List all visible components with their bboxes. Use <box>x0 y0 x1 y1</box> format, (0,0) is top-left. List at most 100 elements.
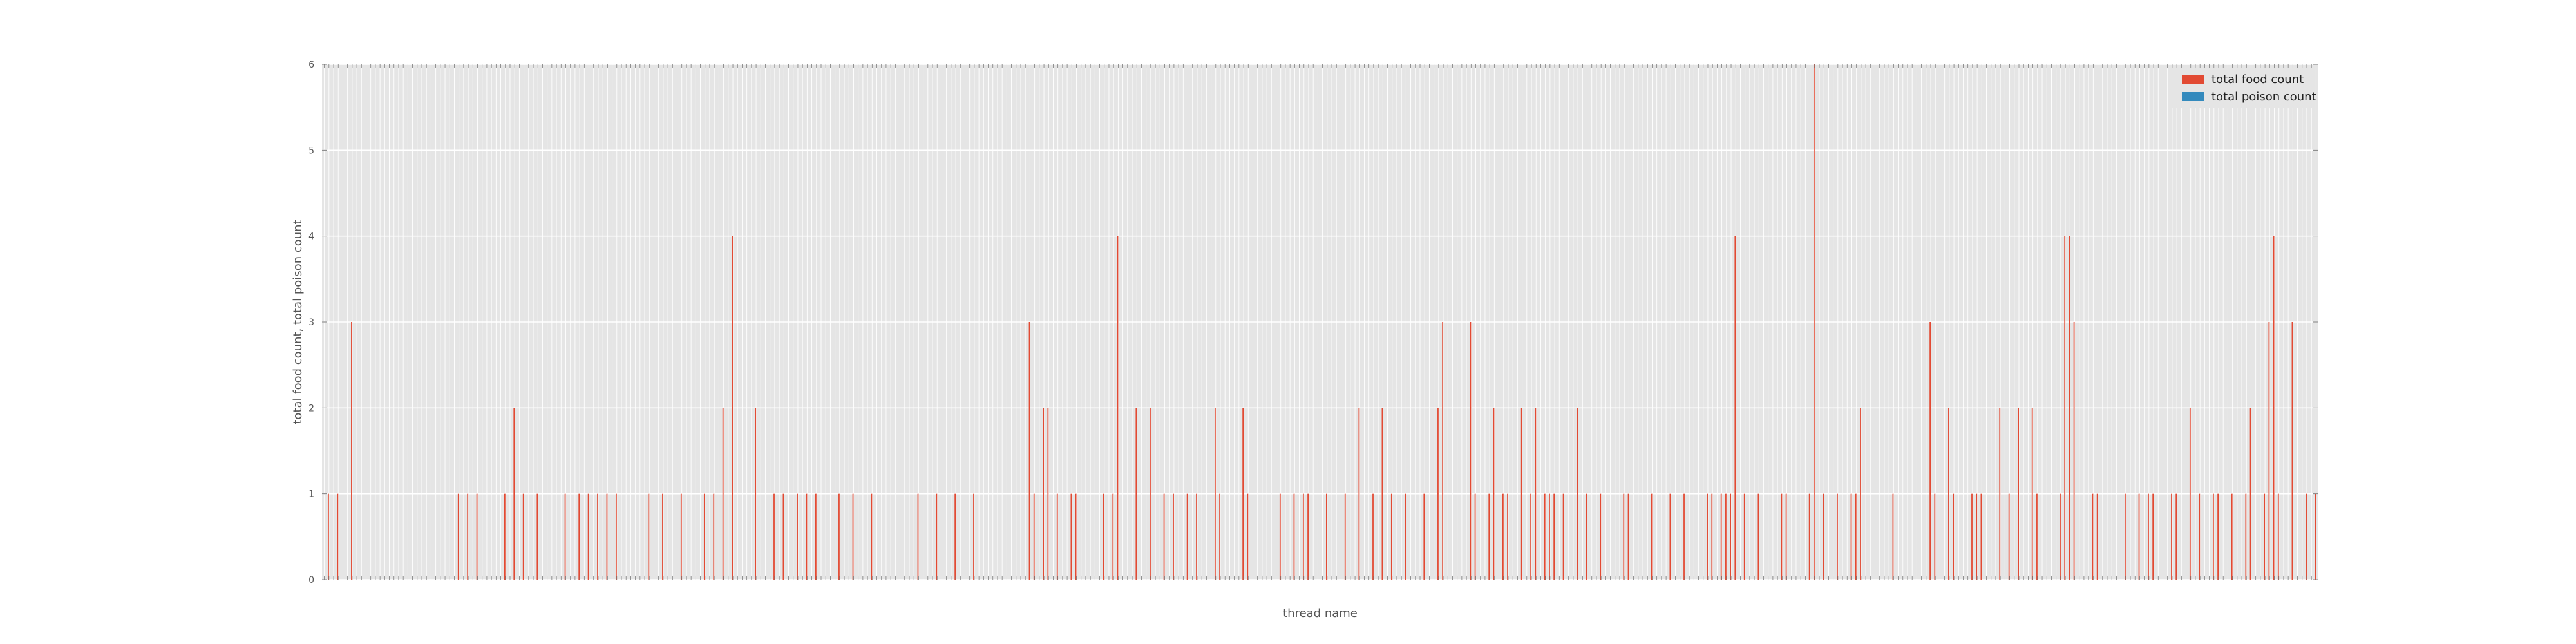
bar-food <box>1070 493 1072 580</box>
bar-food <box>351 322 352 580</box>
bar-food <box>2036 493 2038 580</box>
bar-food <box>1808 493 1810 580</box>
bar-food <box>1999 408 2001 580</box>
bar-food <box>2264 493 2266 580</box>
y-tick-label: 0 <box>308 575 314 585</box>
bar-food <box>1423 493 1425 580</box>
bar-food <box>680 493 682 580</box>
bar-food <box>2152 493 2154 580</box>
bar-food <box>806 493 808 580</box>
bar-food <box>2291 322 2293 580</box>
bar-food <box>2092 493 2094 580</box>
bar-food <box>564 493 566 580</box>
y-tick-label: 5 <box>308 146 314 156</box>
bar-food <box>1520 408 1522 580</box>
bar-food <box>1279 493 1281 580</box>
bar-food <box>1711 493 1713 580</box>
bar-food <box>1683 493 1685 580</box>
bar-food <box>871 493 873 580</box>
bar-food <box>1855 493 1857 580</box>
bar-food <box>1470 322 1472 580</box>
bar-food <box>2245 493 2247 580</box>
bar-food <box>2138 493 2140 580</box>
bar-food <box>2231 493 2233 580</box>
bar-food <box>1929 322 1931 580</box>
bar-food <box>1103 493 1104 580</box>
bar-food <box>1502 493 1504 580</box>
bar-food <box>1720 493 1722 580</box>
bar-food <box>578 493 580 580</box>
bar-food <box>1135 408 1137 580</box>
bar-food <box>1627 493 1629 580</box>
bar-food <box>1734 236 1736 580</box>
bar-food <box>2148 493 2149 580</box>
bar-food <box>2008 493 2010 580</box>
bar-food <box>1971 493 1973 580</box>
bar-food <box>467 493 469 580</box>
bar-food <box>2273 236 2275 580</box>
bar-food <box>1562 493 1564 580</box>
bar-food <box>1757 493 1759 580</box>
bar-food <box>1553 493 1555 580</box>
bar-food <box>1033 493 1035 580</box>
bar-food <box>1307 493 1309 580</box>
bar-food <box>1850 493 1852 580</box>
bar-food <box>1028 322 1030 580</box>
bar-food <box>703 493 705 580</box>
bar-food <box>1173 493 1174 580</box>
bar-food <box>755 408 757 580</box>
bar-food <box>1493 408 1495 580</box>
bar-food <box>1953 493 1955 580</box>
bar-food <box>1390 493 1392 580</box>
bar-food <box>1326 493 1327 580</box>
bar-food <box>587 493 589 580</box>
bar-food <box>936 493 938 580</box>
bar-food <box>2277 493 2279 580</box>
bar-food <box>504 493 506 580</box>
bar-food <box>1892 493 1894 580</box>
bar-food <box>1530 493 1532 580</box>
bar-food <box>713 493 715 580</box>
bar-food <box>815 493 817 580</box>
bar-food <box>1150 408 1151 580</box>
bar-food <box>1358 408 1360 580</box>
bar-food <box>1474 493 1476 580</box>
bar-food <box>2268 322 2270 580</box>
bar-food <box>1948 408 1949 580</box>
bar-food <box>2189 408 2191 580</box>
bar-food <box>522 493 524 580</box>
legend-swatch-poison <box>2182 92 2204 101</box>
bar-food <box>1056 493 1058 580</box>
bar-food <box>2212 493 2214 580</box>
bar-food <box>954 493 956 580</box>
bar-food <box>648 493 650 580</box>
bar-food <box>782 493 784 580</box>
bar-food <box>2073 322 2075 580</box>
y-tick-label: 2 <box>308 403 314 413</box>
bar-food <box>1823 493 1824 580</box>
bar-food <box>1196 493 1197 580</box>
bar-food <box>1043 408 1045 580</box>
legend: total food count total poison count <box>2170 68 2316 108</box>
bar-food <box>917 493 919 580</box>
bar-food <box>1781 493 1783 580</box>
bar-food <box>1163 493 1165 580</box>
y-tick-label: 6 <box>308 60 314 70</box>
bar-food <box>1247 493 1249 580</box>
legend-swatch-food <box>2182 75 2204 84</box>
bar-food <box>1219 493 1220 580</box>
bar-food <box>1075 493 1077 580</box>
bar-food <box>2171 493 2172 580</box>
bar-food <box>1186 493 1188 580</box>
bar-food <box>1344 493 1346 580</box>
bar-food <box>1600 493 1602 580</box>
x-axis-ticks <box>324 64 2316 580</box>
bar-food <box>1047 408 1049 580</box>
bar-food <box>2217 493 2219 580</box>
bar-food <box>1381 408 1383 580</box>
bar-food <box>662 493 663 580</box>
bar-food <box>797 493 798 580</box>
bar-food <box>1651 493 1653 580</box>
y-axis-label: total food count, total poison count <box>291 220 305 424</box>
